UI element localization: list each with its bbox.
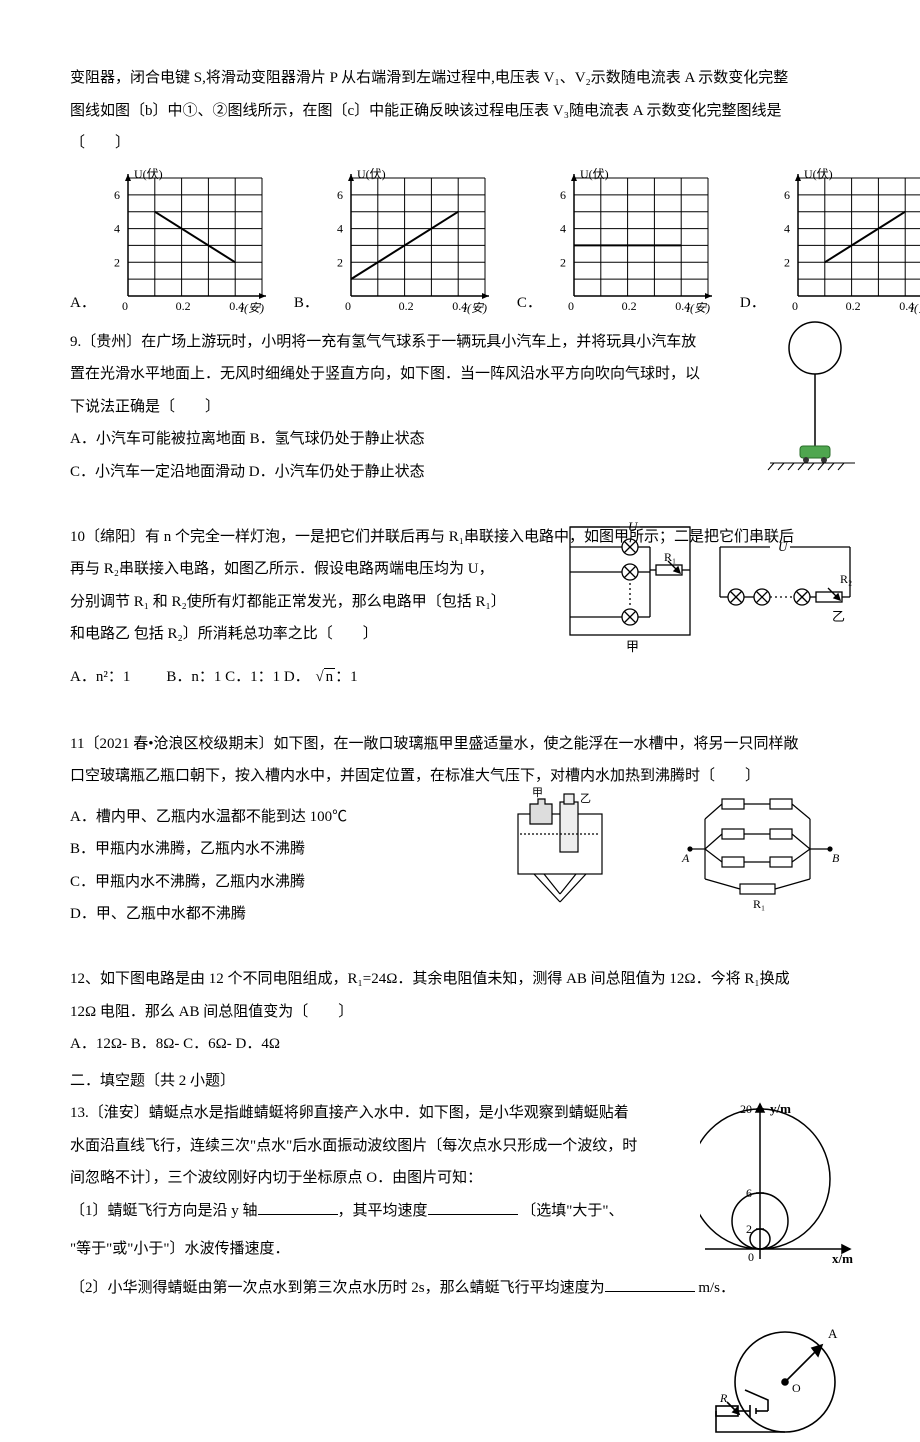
blank-3[interactable] [605,1276,695,1292]
q10: U R₁ 甲 U [70,523,850,692]
q11-figures: 甲 乙 [500,784,850,914]
q9-stem2: 置在光滑水平地面上．无风时细绳处于竖直方向，如下图．当一阵风沿水平方向吹向气球时… [70,360,850,389]
svg-text:2: 2 [746,1222,752,1236]
svg-text:4: 4 [560,221,566,235]
svg-text:0: 0 [568,299,574,313]
svg-text:0: 0 [748,1250,754,1264]
svg-text:甲: 甲 [626,639,639,654]
svg-text:A: A [828,1326,838,1341]
q10-figure: U R₁ 甲 U [560,517,860,657]
q13: 0 x/m y/m 20 6 2 13.〔淮安〕蜻蜓点水是指雌蜻蜓将卵直接产入水… [70,1099,850,1302]
q10-BCd: B．n：1 C．1：1 D． n：1 [166,663,357,692]
sqrt-n: n [313,663,335,692]
svg-text:乙: 乙 [580,792,591,805]
svg-text:B: B [832,851,840,865]
header-line1: 变阻器，闭合电键 S,将滑动变阻器滑片 P 从右端滑到左端过程中,电压表 V₁、… [70,64,850,93]
svg-text:乙: 乙 [832,609,845,624]
q11: 11〔2021 春•沧浪区校级期末〕如下图，在一敞口玻璃瓶甲里盛适量水，使之能浮… [70,730,850,929]
svg-text:甲: 甲 [532,787,543,799]
bottom-figure: A O R [710,1312,850,1442]
graphs-row: A．U(伏)I(安)24600.20.4 B．U(伏)I(安)24600.20.… [70,168,850,318]
svg-text:0.4: 0.4 [452,299,467,313]
svg-text:R₂: R₂ [840,572,852,586]
svg-text:6: 6 [784,187,790,201]
svg-text:6: 6 [114,187,120,201]
svg-text:R₁: R₁ [753,897,765,911]
q12-stem1: 12、如下图电路是由 12 个不同电阻组成，R₁=24Ω．其余电阻值未知，测得 … [70,965,850,994]
svg-text:R: R [719,1391,728,1405]
svg-text:4: 4 [114,221,120,235]
svg-text:6: 6 [746,1186,752,1200]
q12-opts: A．12Ω- B．8Ω- C．6Ω- D．4Ω [70,1030,850,1059]
q9: 9.〔贵州〕在广场上游玩时，小明将一充有氢气气球系于一辆玩具小汽车上，并将玩具小… [70,328,850,487]
q11-fig-right: A B R₁ [680,784,850,914]
svg-text:0.2: 0.2 [175,299,190,313]
section2-title: 二．填空题〔共 2 小题〕 [70,1067,850,1096]
svg-text:2: 2 [784,255,790,269]
svg-text:2: 2 [114,255,120,269]
svg-text:0.4: 0.4 [899,299,914,313]
svg-text:U: U [778,539,789,554]
svg-text:U(伏): U(伏) [134,168,163,181]
svg-text:y/m: y/m [770,1101,791,1116]
svg-text:0: 0 [792,299,798,313]
svg-text:U(伏): U(伏) [357,168,386,181]
q9-optC: C．小汽车一定沿地面滑动 D．小汽车仍处于静止状态 [70,458,850,487]
svg-text:0.4: 0.4 [229,299,244,313]
svg-text:0: 0 [345,299,351,313]
q10-A: A．n²：1 [70,663,130,692]
svg-text:20: 20 [740,1102,752,1116]
q9-stem1: 9.〔贵州〕在广场上游玩时，小明将一充有氢气气球系于一辆玩具小汽车上，并将玩具小… [70,328,850,357]
q9-stem3: 下说法正确是〔 〕 [70,393,850,422]
svg-text:U(伏): U(伏) [804,168,833,181]
svg-text:2: 2 [560,255,566,269]
svg-text:x/m: x/m [832,1251,853,1266]
header-line3: 〔 〕 [70,129,850,158]
svg-text:2: 2 [337,255,343,269]
svg-text:0.2: 0.2 [398,299,413,313]
q9-optA: A．小汽车可能被拉离地面 B．氢气球仍处于静止状态 [70,425,850,454]
blank-2[interactable] [428,1199,518,1215]
q9-figure [760,318,860,473]
q13-figure: 0 x/m y/m 20 6 2 [700,1099,860,1269]
svg-text:O: O [792,1381,801,1395]
q10-opts: A．n²：1 B．n：1 C．1：1 D． n：1 [70,663,850,692]
svg-text:0.4: 0.4 [675,299,690,313]
svg-text:6: 6 [560,187,566,201]
q12-stem2: 12Ω 电阻．那么 AB 间总阻值变为〔 〕 [70,998,850,1027]
svg-text:0.2: 0.2 [621,299,636,313]
svg-text:6: 6 [337,187,343,201]
header-line2: 图线如图〔b〕中①、②图线所示，在图〔c〕中能正确反映该过程电压表 V₃随电流表… [70,97,850,126]
svg-text:R₁: R₁ [664,550,676,564]
q11-fig-left: 甲 乙 [500,784,620,914]
svg-text:4: 4 [784,221,790,235]
svg-text:U(伏): U(伏) [580,168,609,181]
blank-1[interactable] [258,1199,338,1215]
q11-stem1: 11〔2021 春•沧浪区校级期末〕如下图，在一敞口玻璃瓶甲里盛适量水，使之能浮… [70,730,850,759]
svg-text:0.2: 0.2 [845,299,860,313]
svg-text:0: 0 [122,299,128,313]
svg-text:A: A [681,851,690,865]
svg-text:4: 4 [337,221,343,235]
q13-p2: 〔2〕小华测得蜻蜓由第一次点水到第三次点水历时 2s，那么蜻蜓飞行平均速度为 m… [70,1274,850,1303]
